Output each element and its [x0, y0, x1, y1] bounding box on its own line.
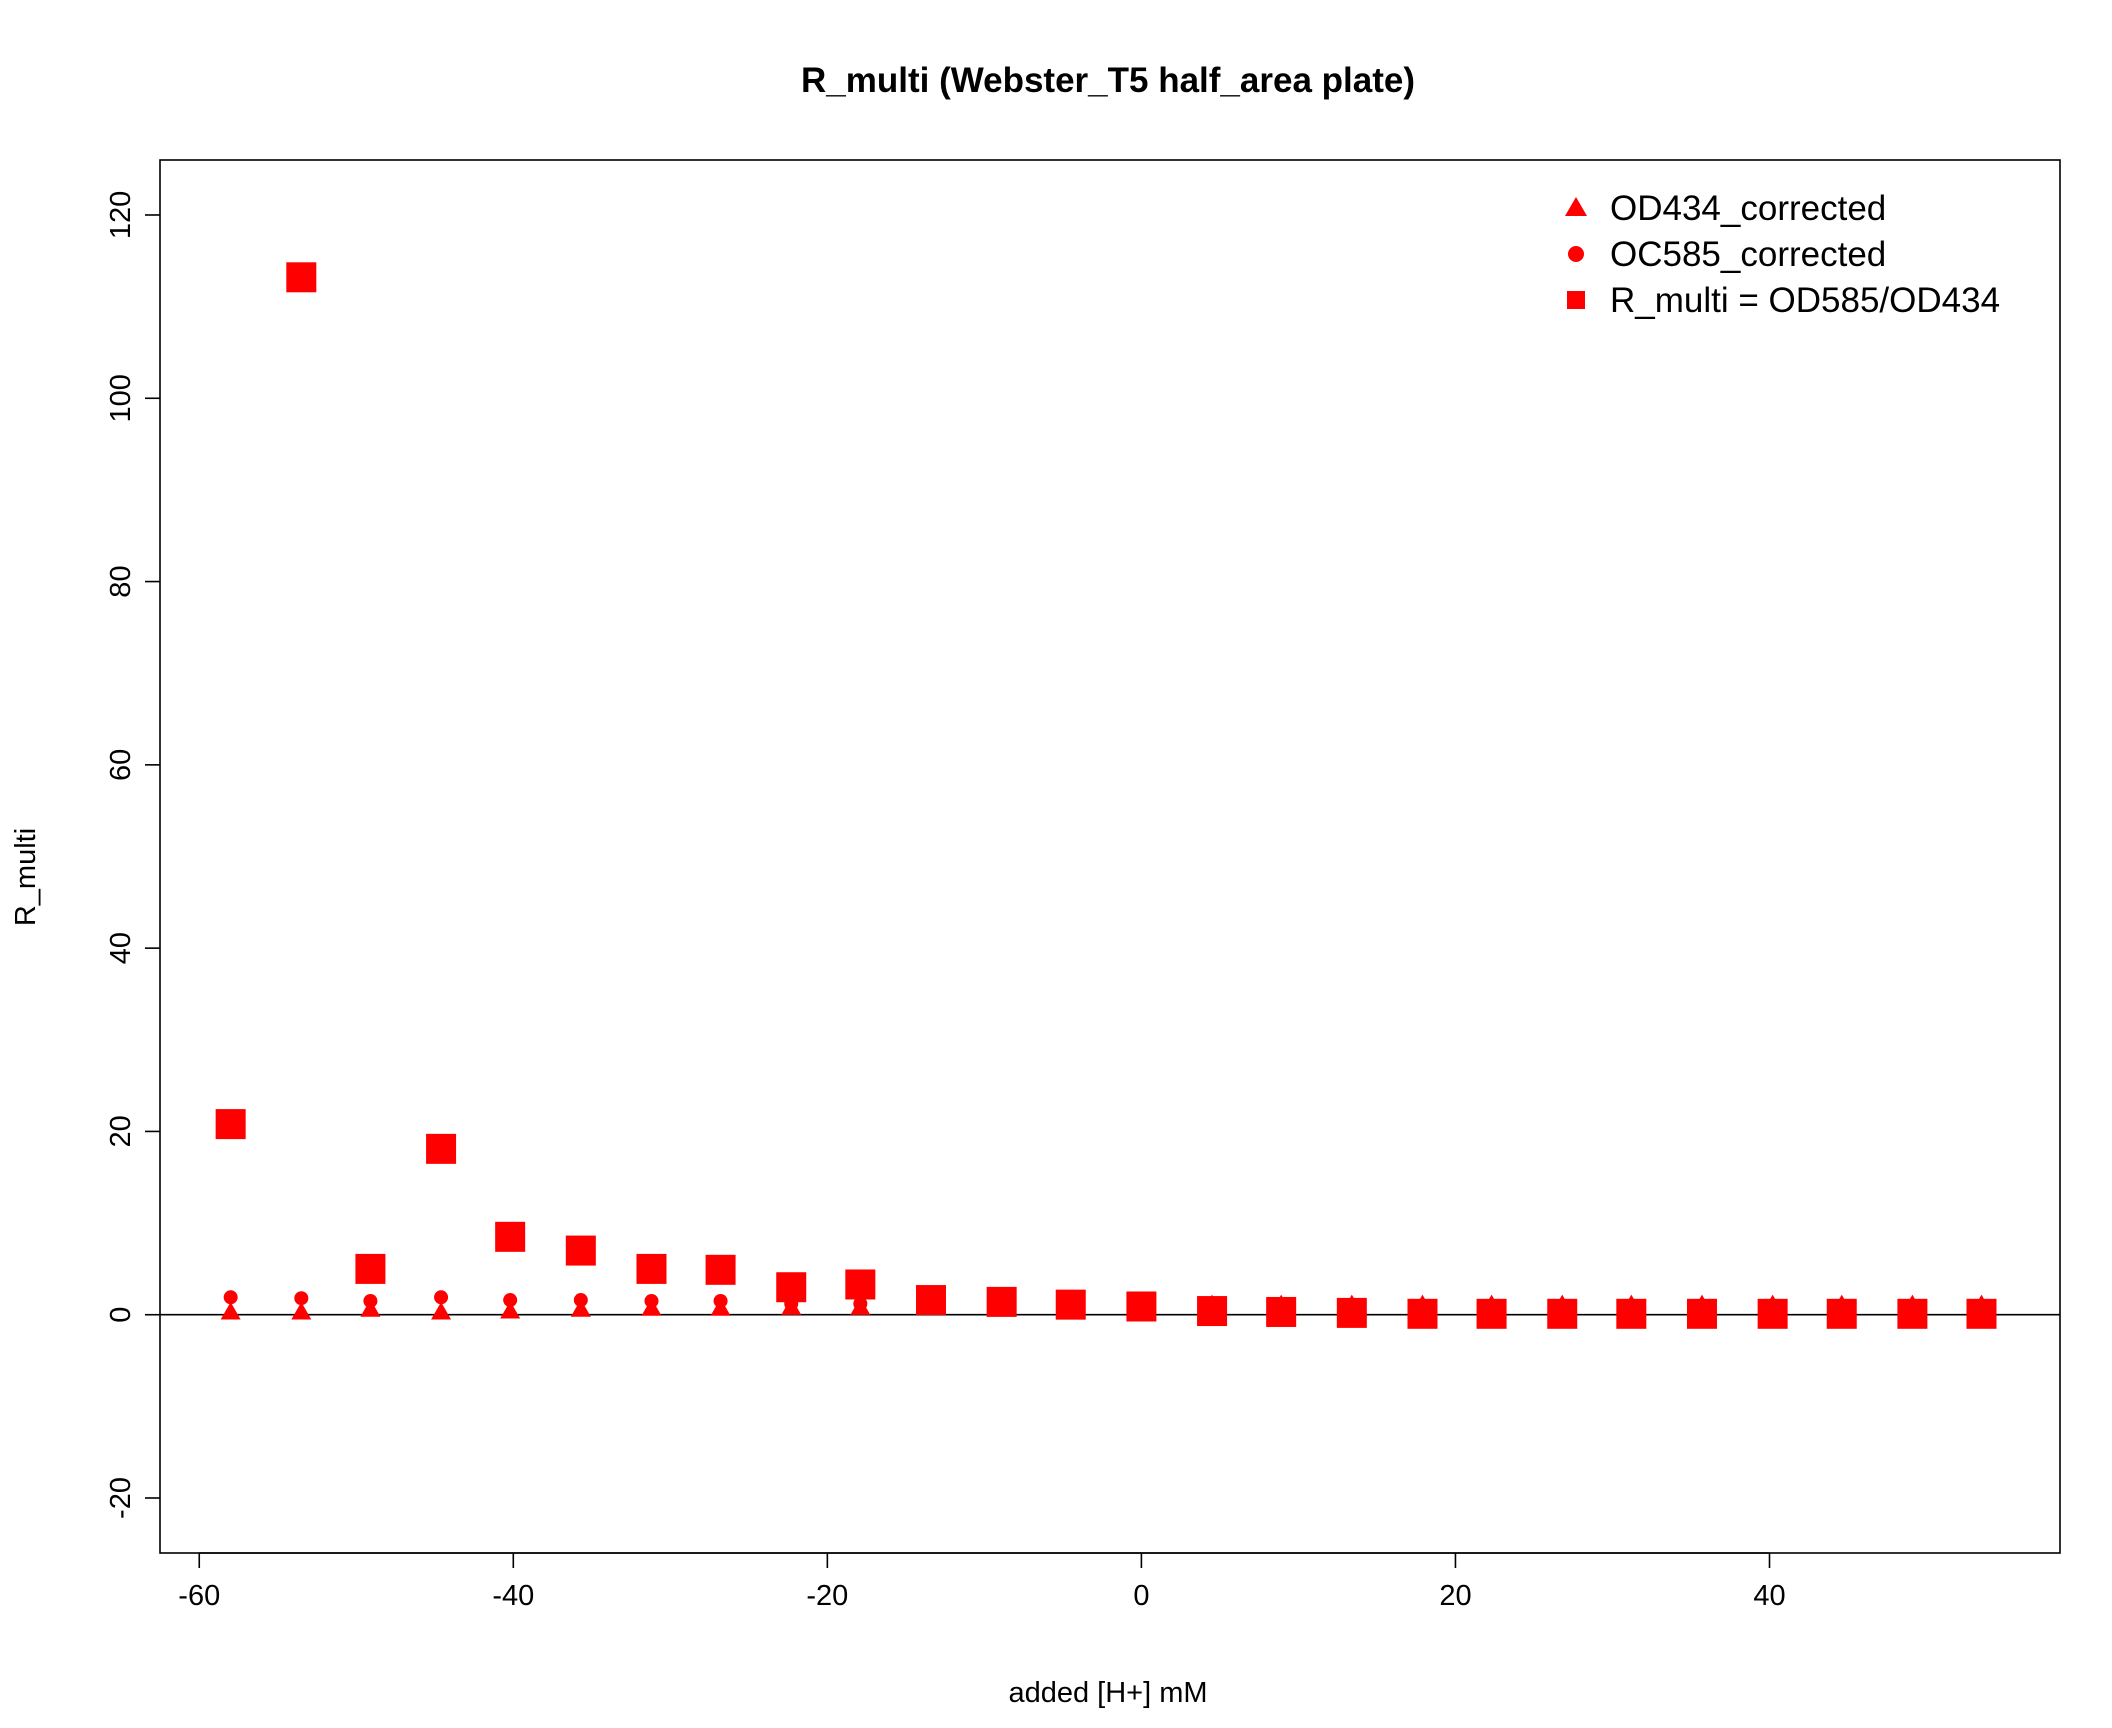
- x-axis: -60 -40 -20 0 20 40: [178, 1552, 1786, 1612]
- data-point-square: [1757, 1298, 1788, 1329]
- data-point-triangle: [291, 1301, 312, 1320]
- data-point-square: [1055, 1289, 1086, 1320]
- legend-circle-icon: [1568, 246, 1584, 262]
- data-point-square: [286, 262, 317, 293]
- data-point-square: [1686, 1298, 1717, 1329]
- chart-title: R_multi (Webster_T5 half_area plate): [801, 61, 1415, 100]
- data-point-square: [1616, 1298, 1647, 1329]
- y-tick-label: 120: [105, 191, 137, 239]
- data-point-circle: [503, 1293, 518, 1308]
- data-point-square: [215, 1109, 246, 1140]
- data-point-circle: [223, 1290, 238, 1305]
- legend-item-od434: OD434_corrected: [1565, 189, 1886, 228]
- data-point-square: [495, 1221, 526, 1252]
- x-tick-label: -40: [492, 1580, 534, 1612]
- series-triangle: [220, 1294, 1992, 1320]
- data-point-circle: [713, 1293, 728, 1308]
- data-point-circle: [434, 1290, 449, 1305]
- y-tick-label: 20: [105, 1115, 137, 1147]
- y-tick-label: 0: [105, 1307, 137, 1323]
- data-point-square: [565, 1235, 596, 1266]
- data-point-square: [915, 1285, 946, 1316]
- data-point-square: [845, 1269, 876, 1300]
- y-tick-label: 100: [105, 374, 137, 422]
- legend-label: OC585_corrected: [1610, 235, 1886, 274]
- data-point-square: [1826, 1298, 1857, 1329]
- legend: OD434_corrected OC585_corrected R_multi …: [1565, 189, 2000, 320]
- data-point-square: [1897, 1298, 1928, 1329]
- y-axis-title: R_multi: [10, 828, 42, 926]
- x-tick-label: -60: [178, 1580, 220, 1612]
- data-point-square: [1966, 1298, 1997, 1329]
- data-point-square: [986, 1286, 1017, 1317]
- x-tick-label: 0: [1133, 1580, 1149, 1612]
- data-point-circle: [573, 1293, 588, 1308]
- data-point-square: [1407, 1298, 1438, 1329]
- data-point-square: [705, 1254, 736, 1285]
- plot-area-frame: [159, 159, 2061, 1554]
- y-tick-label: 60: [105, 749, 137, 781]
- data-point-circle: [363, 1293, 378, 1308]
- data-point-circle: [294, 1291, 309, 1306]
- data-point-square: [1547, 1298, 1578, 1329]
- data-point-square: [636, 1253, 667, 1284]
- data-point-square: [1197, 1296, 1228, 1327]
- x-tick-label: 40: [1753, 1580, 1785, 1612]
- y-tick-label: 40: [105, 932, 137, 964]
- legend-label: R_multi = OD585/OD434: [1610, 281, 2000, 320]
- data-point-square: [776, 1272, 807, 1303]
- x-tick-label: 20: [1439, 1580, 1471, 1612]
- y-tick-label: 80: [105, 565, 137, 597]
- data-point-square: [355, 1253, 386, 1284]
- y-axis: -20 0 20 40 60 80 100 120: [105, 191, 160, 1519]
- data-point-circle: [853, 1296, 868, 1311]
- x-tick-label: -20: [806, 1580, 848, 1612]
- data-point-square: [1476, 1298, 1507, 1329]
- legend-square-icon: [1567, 291, 1585, 309]
- y-tick-label: -20: [105, 1477, 137, 1519]
- data-markers: [215, 262, 1997, 1329]
- data-point-square: [426, 1133, 457, 1164]
- series-square: [215, 262, 1997, 1329]
- legend-item-r-multi: R_multi = OD585/OD434: [1567, 281, 2000, 320]
- legend-item-oc585: OC585_corrected: [1568, 235, 1886, 274]
- data-point-triangle: [570, 1299, 591, 1317]
- legend-label: OD434_corrected: [1610, 189, 1886, 228]
- x-axis-title: added [H+] mM: [1008, 1677, 1207, 1709]
- data-point-square: [1336, 1297, 1367, 1328]
- data-point-triangle: [431, 1301, 452, 1320]
- legend-triangle-icon: [1565, 197, 1587, 216]
- data-point-square: [1266, 1296, 1297, 1327]
- data-point-circle: [644, 1293, 659, 1308]
- data-point-triangle: [220, 1301, 241, 1320]
- data-point-square: [1126, 1291, 1157, 1322]
- data-point-triangle: [500, 1301, 521, 1319]
